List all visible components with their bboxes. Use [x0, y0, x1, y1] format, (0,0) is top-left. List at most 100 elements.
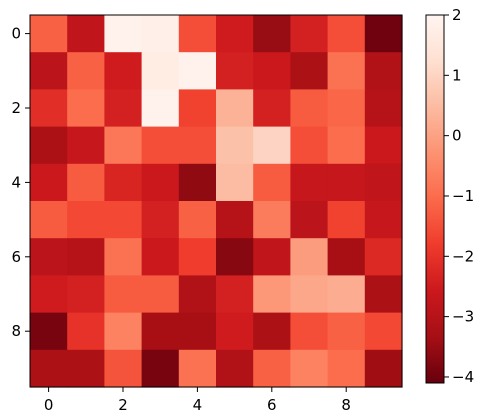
heatmap-cell: [178, 201, 217, 239]
heatmap-cell: [30, 15, 68, 53]
heatmap-cell: [30, 126, 68, 165]
heatmap-cell: [216, 15, 254, 53]
x-tick-label: 6: [267, 396, 277, 414]
heatmap-cell: [327, 275, 366, 314]
heatmap-cell: [67, 349, 105, 388]
heatmap-cell: [216, 201, 254, 239]
heatmap-cell: [141, 201, 180, 239]
heatmap-cell: [364, 15, 403, 53]
heatmap-cells: [30, 15, 403, 388]
colorbar-tick-label: −4: [452, 368, 474, 386]
heatmap-cell: [178, 52, 217, 90]
heatmap-cell: [30, 349, 68, 388]
heatmap-cell: [364, 163, 403, 202]
heatmap-cell: [253, 163, 291, 202]
colorbar-ticks: −4 −3 −2 −1 0 1 2: [444, 6, 474, 386]
heatmap-cell: [364, 238, 403, 276]
heatmap-cell: [30, 163, 68, 202]
heatmap-cell: [253, 126, 291, 165]
heatmap-cell: [364, 312, 403, 351]
heatmap-cell: [253, 15, 291, 53]
heatmap-cell: [364, 52, 403, 90]
heatmap-cell: [141, 349, 180, 388]
heatmap-cell: [104, 126, 143, 165]
colorbar-tick-label: −2: [452, 247, 474, 265]
heatmap-cell: [67, 238, 105, 276]
heatmap-cell: [104, 275, 143, 314]
heatmap-cell: [253, 312, 291, 351]
heatmap-cell: [67, 126, 105, 165]
y-tick-label: 2: [11, 99, 21, 117]
heatmap-cell: [141, 275, 180, 314]
plot-frame: [29, 14, 403, 388]
colorbar-tick-label: −3: [452, 308, 474, 326]
heatmap-cell: [30, 89, 68, 128]
heatmap-cell: [30, 201, 68, 239]
heatmap-cell: [104, 201, 143, 239]
heatmap-cell: [216, 163, 254, 202]
heatmap-cell: [178, 349, 217, 388]
heatmap-cell: [253, 89, 291, 128]
heatmap-cell: [253, 238, 291, 276]
heatmap-cell: [30, 275, 68, 314]
heatmap-cell: [327, 52, 366, 90]
heatmap-cell: [178, 238, 217, 276]
heatmap-cell: [141, 126, 180, 165]
heatmap-cell: [290, 89, 329, 128]
heatmap-cell: [67, 52, 105, 90]
heatmap-cell: [104, 163, 143, 202]
heatmap-cell: [67, 275, 105, 314]
colorbar-tick-label: 2: [452, 6, 462, 24]
heatmap-cell: [327, 163, 366, 202]
heatmap-cell: [364, 275, 403, 314]
x-tick-label: 4: [193, 396, 203, 414]
heatmap-cell: [104, 15, 143, 53]
heatmap-cell: [290, 238, 329, 276]
heatmap-cell: [327, 201, 366, 239]
heatmap-cell: [327, 15, 366, 53]
heatmap-cell: [104, 52, 143, 90]
heatmap-cell: [178, 15, 217, 53]
heatmap-cell: [104, 89, 143, 128]
heatmap-cell: [178, 312, 217, 351]
heatmap-cell: [30, 238, 68, 276]
heatmap-cell: [253, 201, 291, 239]
y-tick-label: 4: [11, 173, 21, 191]
y-axis: 0 2 4 6 8: [11, 25, 30, 340]
heatmap-cell: [67, 201, 105, 239]
heatmap-cell: [30, 312, 68, 351]
heatmap-cell: [216, 52, 254, 90]
heatmap-cell: [141, 15, 180, 53]
heatmap-cell: [290, 201, 329, 239]
heatmap-cell: [290, 52, 329, 90]
heatmap-cell: [178, 163, 217, 202]
x-tick-label: 2: [118, 396, 128, 414]
heatmap-cell: [290, 163, 329, 202]
y-tick-label: 8: [11, 322, 21, 340]
heatmap-cell: [327, 126, 366, 165]
colorbar-scale: [425, 14, 445, 384]
heatmap-cell: [30, 52, 68, 90]
heatmap-cell: [290, 126, 329, 165]
heatmap-cell: [290, 15, 329, 53]
heatmap-cell: [104, 238, 143, 276]
heatmap-cell: [141, 238, 180, 276]
y-tick-label: 6: [11, 248, 21, 266]
heatmap-cell: [364, 201, 403, 239]
heatmap-cell: [290, 312, 329, 351]
heatmap-cell: [141, 163, 180, 202]
x-tick-label: 8: [341, 396, 351, 414]
heatmap-cell: [290, 275, 329, 314]
heatmap-cell: [178, 126, 217, 165]
heatmap-cell: [253, 349, 291, 388]
heatmap-cell: [104, 349, 143, 388]
heatmap-cell: [253, 275, 291, 314]
heatmap-cell: [67, 163, 105, 202]
colorbar: −4 −3 −2 −1 0 1 2: [425, 6, 474, 386]
heatmap-cell: [327, 349, 366, 388]
x-axis: 0 2 4 6 8: [44, 387, 351, 414]
heatmap-cell: [67, 15, 105, 53]
heatmap-cell: [104, 312, 143, 351]
heatmap-cell: [216, 349, 254, 388]
